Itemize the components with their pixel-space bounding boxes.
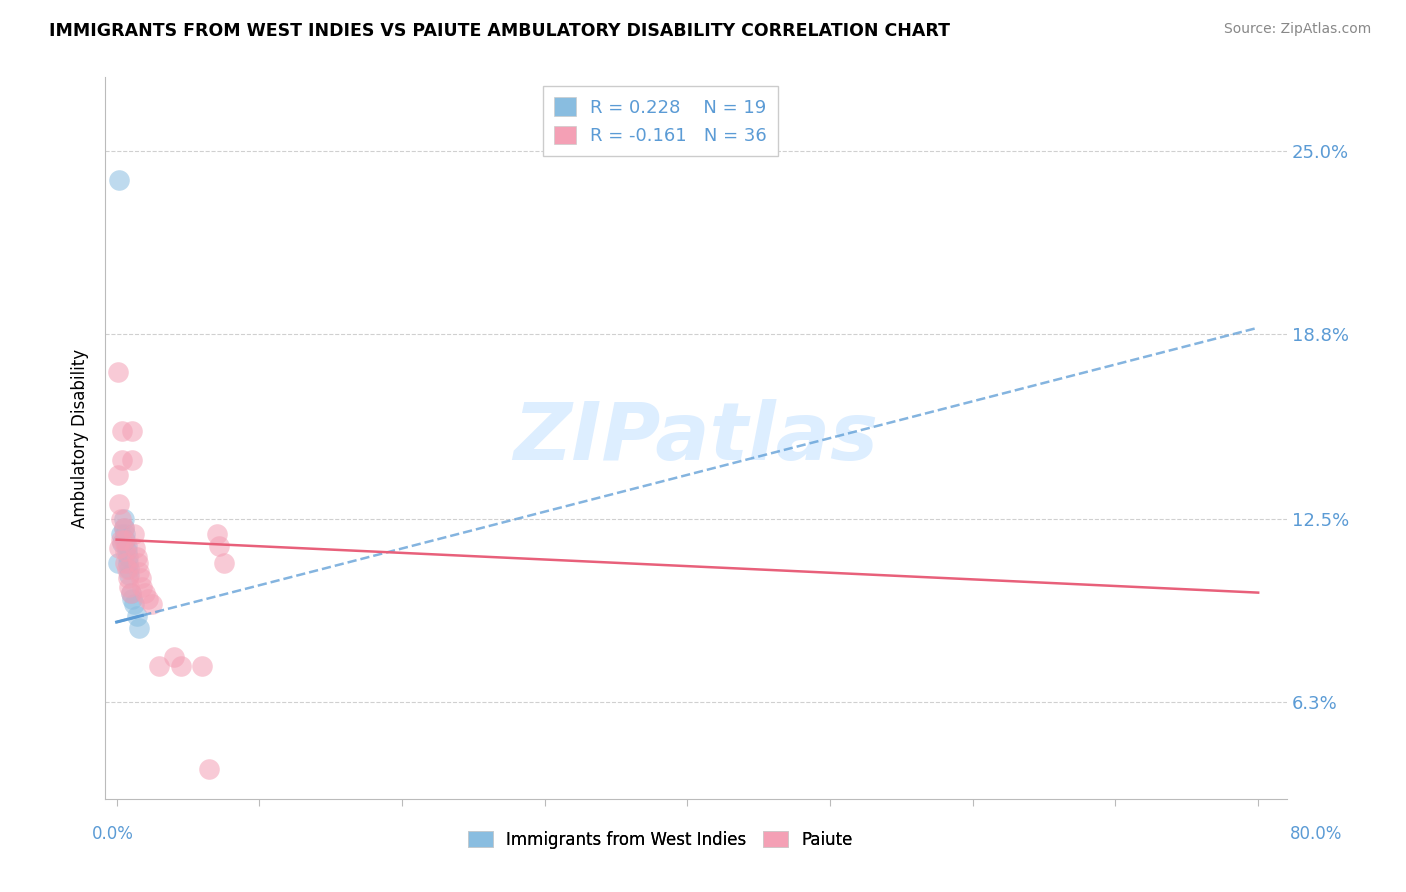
Point xyxy=(114,533,136,547)
Point xyxy=(134,585,156,599)
Point xyxy=(108,541,131,556)
Point xyxy=(122,526,145,541)
Text: Source: ZipAtlas.com: Source: ZipAtlas.com xyxy=(1223,22,1371,37)
Point xyxy=(117,571,139,585)
Point xyxy=(115,539,138,553)
Point xyxy=(128,621,150,635)
Point xyxy=(141,598,163,612)
Point xyxy=(118,580,141,594)
Point xyxy=(118,568,141,582)
Point xyxy=(110,526,132,541)
Point xyxy=(131,580,153,594)
Point xyxy=(112,512,135,526)
Point xyxy=(191,659,214,673)
Point xyxy=(110,533,132,547)
Point xyxy=(115,544,138,558)
Point xyxy=(128,565,150,579)
Point xyxy=(148,659,170,673)
Point xyxy=(108,173,131,187)
Point xyxy=(124,541,146,556)
Point xyxy=(120,585,142,599)
Y-axis label: Ambulatory Disability: Ambulatory Disability xyxy=(72,349,89,528)
Point xyxy=(121,453,143,467)
Point xyxy=(107,365,129,379)
Point xyxy=(212,556,235,570)
Point xyxy=(170,659,193,673)
Point xyxy=(111,424,134,438)
Point xyxy=(111,453,134,467)
Point xyxy=(114,526,136,541)
Point xyxy=(125,550,148,565)
Text: 0.0%: 0.0% xyxy=(91,825,134,843)
Point xyxy=(108,497,131,511)
Point xyxy=(112,533,135,547)
Point xyxy=(114,544,136,558)
Point xyxy=(198,762,221,776)
Text: 80.0%: 80.0% xyxy=(1291,825,1343,843)
Point xyxy=(111,535,134,549)
Legend: Immigrants from West Indies, Paiute: Immigrants from West Indies, Paiute xyxy=(461,824,859,855)
Point xyxy=(118,562,141,576)
Text: ZIPatlas: ZIPatlas xyxy=(513,399,879,477)
Point xyxy=(127,556,149,570)
Point xyxy=(205,526,228,541)
Point xyxy=(121,424,143,438)
Point xyxy=(110,512,132,526)
Point xyxy=(114,556,136,570)
Point xyxy=(117,556,139,570)
Point xyxy=(122,598,145,612)
Point xyxy=(121,591,143,606)
Point xyxy=(125,609,148,624)
Point xyxy=(115,562,138,576)
Point xyxy=(129,571,152,585)
Point xyxy=(120,585,142,599)
Point xyxy=(112,521,135,535)
Point xyxy=(107,556,129,570)
Text: IMMIGRANTS FROM WEST INDIES VS PAIUTE AMBULATORY DISABILITY CORRELATION CHART: IMMIGRANTS FROM WEST INDIES VS PAIUTE AM… xyxy=(49,22,950,40)
Point xyxy=(208,539,231,553)
Point xyxy=(117,550,139,565)
Point xyxy=(112,521,135,535)
Point xyxy=(107,467,129,482)
Point xyxy=(136,591,159,606)
Point xyxy=(163,650,186,665)
